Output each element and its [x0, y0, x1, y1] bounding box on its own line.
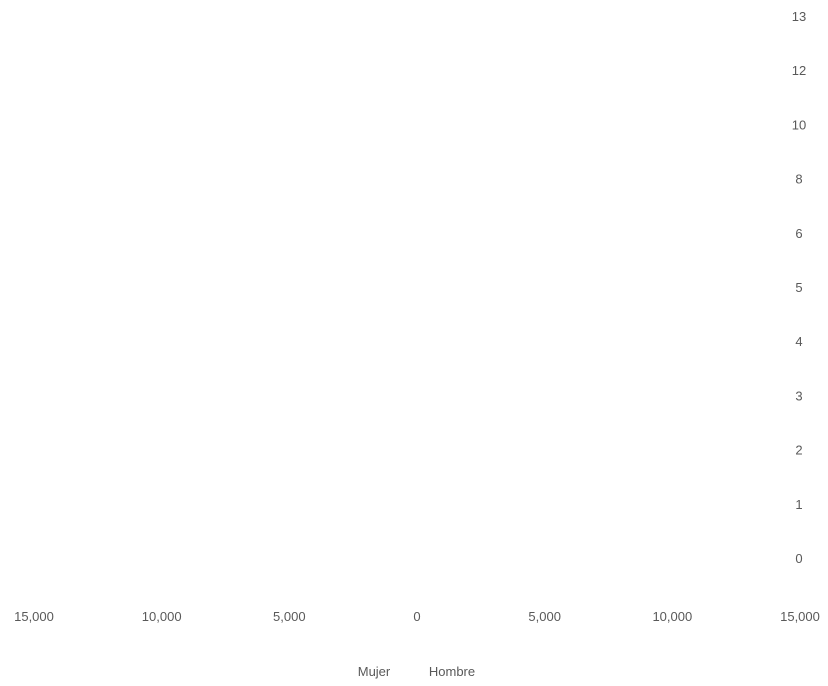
legend-label: Hombre: [429, 664, 475, 679]
y-tick-label: 1: [795, 497, 802, 512]
x-tick-label: 5,000: [273, 609, 306, 624]
y-tick-label: 6: [795, 226, 802, 241]
y-tick-label: 2: [795, 443, 802, 458]
x-axis-tick-labels: 15,000 10,000 5,000 0 5,000 10,000 15,000: [14, 609, 820, 624]
y-tick-label: 10: [792, 117, 806, 132]
y-tick-label: 0: [795, 551, 802, 566]
x-tick-label: 5,000: [528, 609, 561, 624]
y-tick-label: 3: [795, 388, 802, 403]
x-tick-label: 15,000: [14, 609, 54, 624]
x-tick-label: 15,000: [780, 609, 820, 624]
y-tick-label: 5: [795, 280, 802, 295]
y-tick-label: 4: [795, 334, 802, 349]
y-tick-label: 13: [792, 9, 806, 24]
y-tick-label: 8: [795, 172, 802, 187]
legend-label: Mujer: [358, 664, 391, 679]
x-tick-label: 10,000: [142, 609, 182, 624]
x-tick-label: 10,000: [652, 609, 692, 624]
y-tick-label: 12: [792, 63, 806, 78]
x-tick-label: 0: [413, 609, 420, 624]
legend: Mujer Hombre: [358, 664, 475, 679]
